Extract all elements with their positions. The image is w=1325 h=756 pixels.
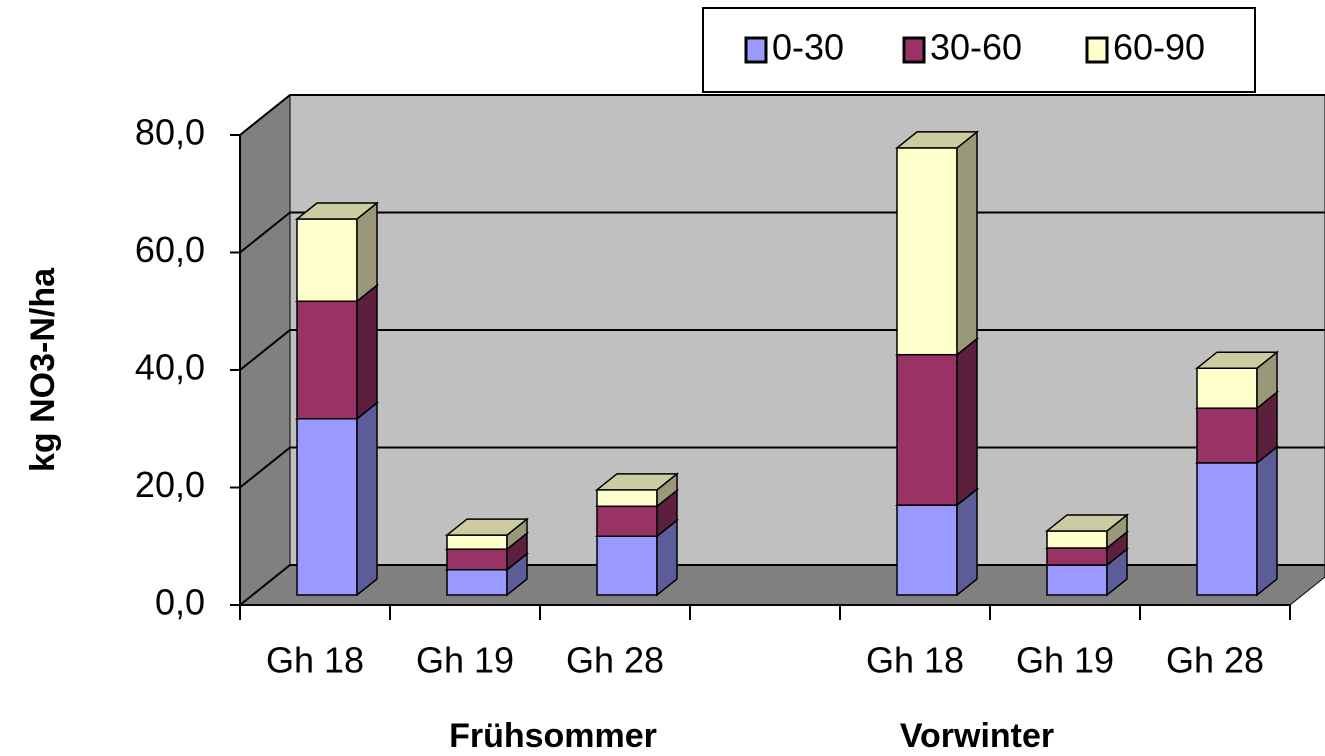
- bar: [1196, 407, 1258, 464]
- x-tick-label: Gh 28: [566, 640, 664, 681]
- bar: [896, 504, 958, 596]
- floor: [238, 564, 1325, 606]
- bar-top: [294, 202, 380, 220]
- bar-segment: [1194, 445, 1280, 597]
- bar-segment: [444, 517, 530, 551]
- bar-top: [1194, 351, 1280, 369]
- bar-side: [956, 487, 978, 597]
- bar: [596, 535, 658, 596]
- bar: [1046, 530, 1108, 549]
- grid-line: [239, 94, 1325, 136]
- bar-side: [356, 283, 378, 421]
- x-tick-label: Gh 19: [416, 640, 514, 681]
- x-tick-label: Gh 18: [866, 640, 964, 681]
- legend-swatch: [744, 36, 768, 64]
- bar: [296, 300, 358, 420]
- y-tick-label: 20,0: [135, 464, 205, 505]
- bar: [1046, 564, 1108, 596]
- bar: [596, 505, 658, 538]
- y-tick-label: 60,0: [135, 229, 205, 270]
- y-axis-label: kg NO3-N/ha: [24, 267, 62, 472]
- bar-side: [356, 201, 378, 303]
- bar: [446, 534, 508, 550]
- legend-box: [702, 7, 1256, 93]
- bar: [446, 568, 508, 596]
- bar: [296, 218, 358, 302]
- legend-label: 60-90: [1113, 27, 1205, 68]
- bar-segment: [294, 201, 380, 303]
- grid-line: [239, 329, 1325, 371]
- bar-segment: [894, 337, 980, 507]
- legend-label: 0-30: [772, 27, 844, 68]
- bar: [896, 353, 958, 506]
- x-tick-label: Gh 19: [1016, 640, 1114, 681]
- bar-top: [444, 518, 530, 536]
- grid-line: [239, 564, 1325, 606]
- bar-top: [1044, 514, 1130, 532]
- group-label: Frühsommer: [449, 717, 657, 755]
- legend-swatch: [902, 36, 926, 64]
- y-tick-label: 80,0: [135, 112, 205, 153]
- bar: [446, 548, 508, 571]
- bar: [1196, 367, 1258, 409]
- bar: [1196, 462, 1258, 596]
- legend-swatch: [1085, 36, 1109, 64]
- grid-line: [239, 211, 1325, 254]
- x-tick-label: Gh 28: [1166, 640, 1264, 681]
- bar-side: [956, 337, 978, 507]
- grid-line: [239, 446, 1325, 489]
- bar: [896, 147, 958, 356]
- bar: [596, 489, 658, 508]
- y-tick-label: 0,0: [155, 582, 205, 623]
- legend-label: 30-60: [930, 27, 1022, 68]
- bar-segment: [1194, 350, 1280, 410]
- bar-segment: [294, 401, 380, 597]
- y-tick-label: 40,0: [135, 347, 205, 388]
- bar-side: [1256, 445, 1278, 597]
- x-tick-label: Gh 18: [266, 640, 364, 681]
- bar-segment: [894, 130, 980, 357]
- bar-segment: [594, 472, 680, 508]
- group-label: Vorwinter: [900, 717, 1054, 755]
- bar-segment: [1044, 513, 1130, 550]
- bar: [1046, 547, 1108, 566]
- bar: [296, 418, 358, 596]
- bar-side: [956, 130, 978, 357]
- bar-side: [356, 401, 378, 597]
- bar-top: [594, 473, 680, 491]
- bar-segment: [294, 283, 380, 421]
- bar-top: [894, 131, 980, 149]
